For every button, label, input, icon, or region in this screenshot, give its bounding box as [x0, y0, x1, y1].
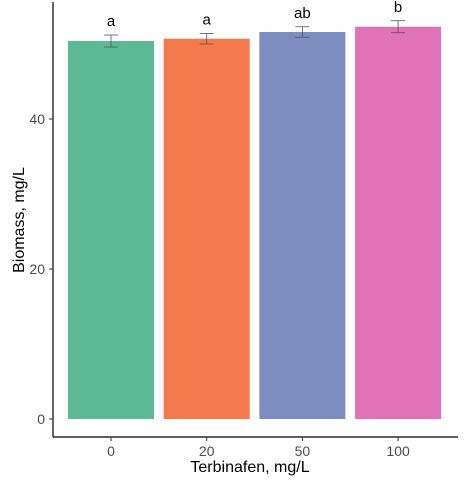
y-axis-title: Biomass, mg/L	[11, 167, 28, 273]
y-axis: 0 20 40	[29, 2, 54, 437]
bar-100	[355, 26, 442, 419]
y-tick-label: 20	[29, 261, 45, 277]
x-tick-label: 20	[199, 443, 215, 459]
significance-label-50: ab	[294, 5, 311, 22]
x-tick-label: 100	[386, 443, 410, 459]
bar-50	[259, 32, 346, 419]
y-tick-label: 0	[37, 411, 45, 427]
bar-20	[163, 38, 250, 419]
significance-label-0: a	[107, 13, 116, 30]
x-axis-title: Terbinafen, mg/L	[190, 459, 309, 476]
error-bar-20	[199, 33, 214, 45]
x-axis: 0 20 50 100	[53, 436, 458, 459]
significance-label-100: b	[394, 0, 402, 16]
significance-label-20: a	[203, 12, 212, 29]
error-bar-100	[391, 20, 406, 34]
x-tick-label: 50	[295, 443, 311, 459]
x-tick-label: 0	[107, 443, 115, 459]
error-bar-50	[295, 26, 310, 38]
bars-group	[68, 26, 442, 419]
significance-labels-group: a a ab b	[107, 0, 402, 30]
y-tick-label: 40	[29, 111, 45, 127]
bar-0	[68, 41, 154, 419]
error-bar-0	[104, 34, 118, 48]
error-bars-group	[104, 20, 406, 48]
